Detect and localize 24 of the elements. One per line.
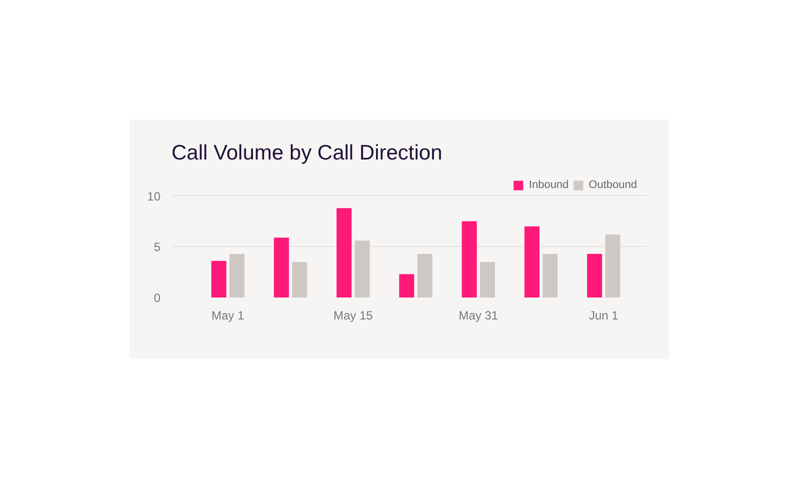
bar [605,234,620,298]
bar [542,254,558,298]
chart-title: Call Volume by Call Direction [172,142,442,164]
x-tick-label: May 15 [333,308,374,322]
bar [480,262,495,298]
bar [524,226,540,298]
y-tick-label: 10 [147,189,161,204]
legend-label: Outbound [588,179,637,191]
bar [417,254,432,298]
bar [211,260,226,298]
bar [336,208,352,298]
bar [354,240,370,298]
bar [462,221,477,298]
y-tick-label: 0 [154,291,161,305]
bar [399,274,414,298]
legend-label: Inbound [528,179,569,191]
bar [229,254,244,298]
bar [292,262,308,298]
x-tick-label: May 1 [212,308,245,322]
bar [274,238,289,298]
y-tick-label: 5 [154,240,161,254]
x-tick-label: May 31 [458,308,498,322]
x-tick-label: Jun 1 [588,308,619,322]
bar [587,254,602,298]
